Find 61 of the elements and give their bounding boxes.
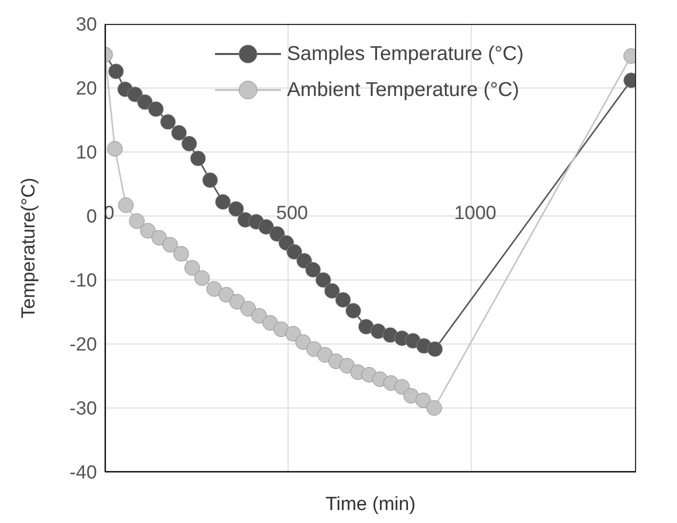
point <box>107 141 123 157</box>
legend-label: Ambient Temperature (°C) <box>287 78 520 102</box>
point <box>426 400 442 416</box>
point <box>148 101 164 117</box>
x-axis-title: Time (min) <box>325 494 416 515</box>
point <box>305 262 321 278</box>
point <box>285 326 301 342</box>
point <box>262 315 278 331</box>
point <box>228 201 244 217</box>
point <box>202 172 218 188</box>
point <box>160 114 176 130</box>
point <box>173 246 189 262</box>
legend-label: Samples Temperature (°C) <box>287 42 524 66</box>
y-axis-title: Temperature(°C) <box>18 178 40 318</box>
point <box>162 237 178 253</box>
y-tick-label: 20 <box>76 78 97 100</box>
point <box>258 219 274 235</box>
y-tick-label: -20 <box>70 334 97 356</box>
point <box>127 86 143 102</box>
point <box>108 64 124 80</box>
point <box>295 334 311 350</box>
point <box>118 197 134 213</box>
point <box>346 302 362 318</box>
x-tick-label: 1000 <box>454 203 496 224</box>
point <box>240 301 256 317</box>
y-tick-label: -10 <box>70 270 97 292</box>
point <box>403 388 419 404</box>
point <box>358 318 374 334</box>
y-tick-label: 10 <box>76 142 97 164</box>
y-tick-label: 30 <box>76 14 97 36</box>
point <box>251 308 267 324</box>
y-tick-label: -30 <box>70 398 97 420</box>
point <box>273 322 289 338</box>
point <box>151 230 167 246</box>
point <box>317 347 333 363</box>
point <box>316 272 332 288</box>
point <box>218 286 234 302</box>
point <box>370 323 386 339</box>
point <box>184 260 200 276</box>
point <box>427 341 443 357</box>
point <box>339 358 355 374</box>
point <box>140 222 156 238</box>
point <box>206 281 222 297</box>
point <box>215 194 231 210</box>
y-tick-label: -40 <box>70 462 97 484</box>
point <box>194 270 210 286</box>
point <box>137 94 153 110</box>
point <box>190 150 206 166</box>
point <box>415 392 431 408</box>
point <box>229 294 245 310</box>
point <box>129 213 145 229</box>
point <box>286 244 302 260</box>
x-tick-label: 500 <box>276 203 308 224</box>
point <box>324 283 340 299</box>
point <box>394 379 410 395</box>
point <box>171 125 187 141</box>
point <box>335 292 351 308</box>
point <box>269 226 285 242</box>
point <box>181 136 197 152</box>
point <box>306 341 322 357</box>
point <box>296 253 312 269</box>
